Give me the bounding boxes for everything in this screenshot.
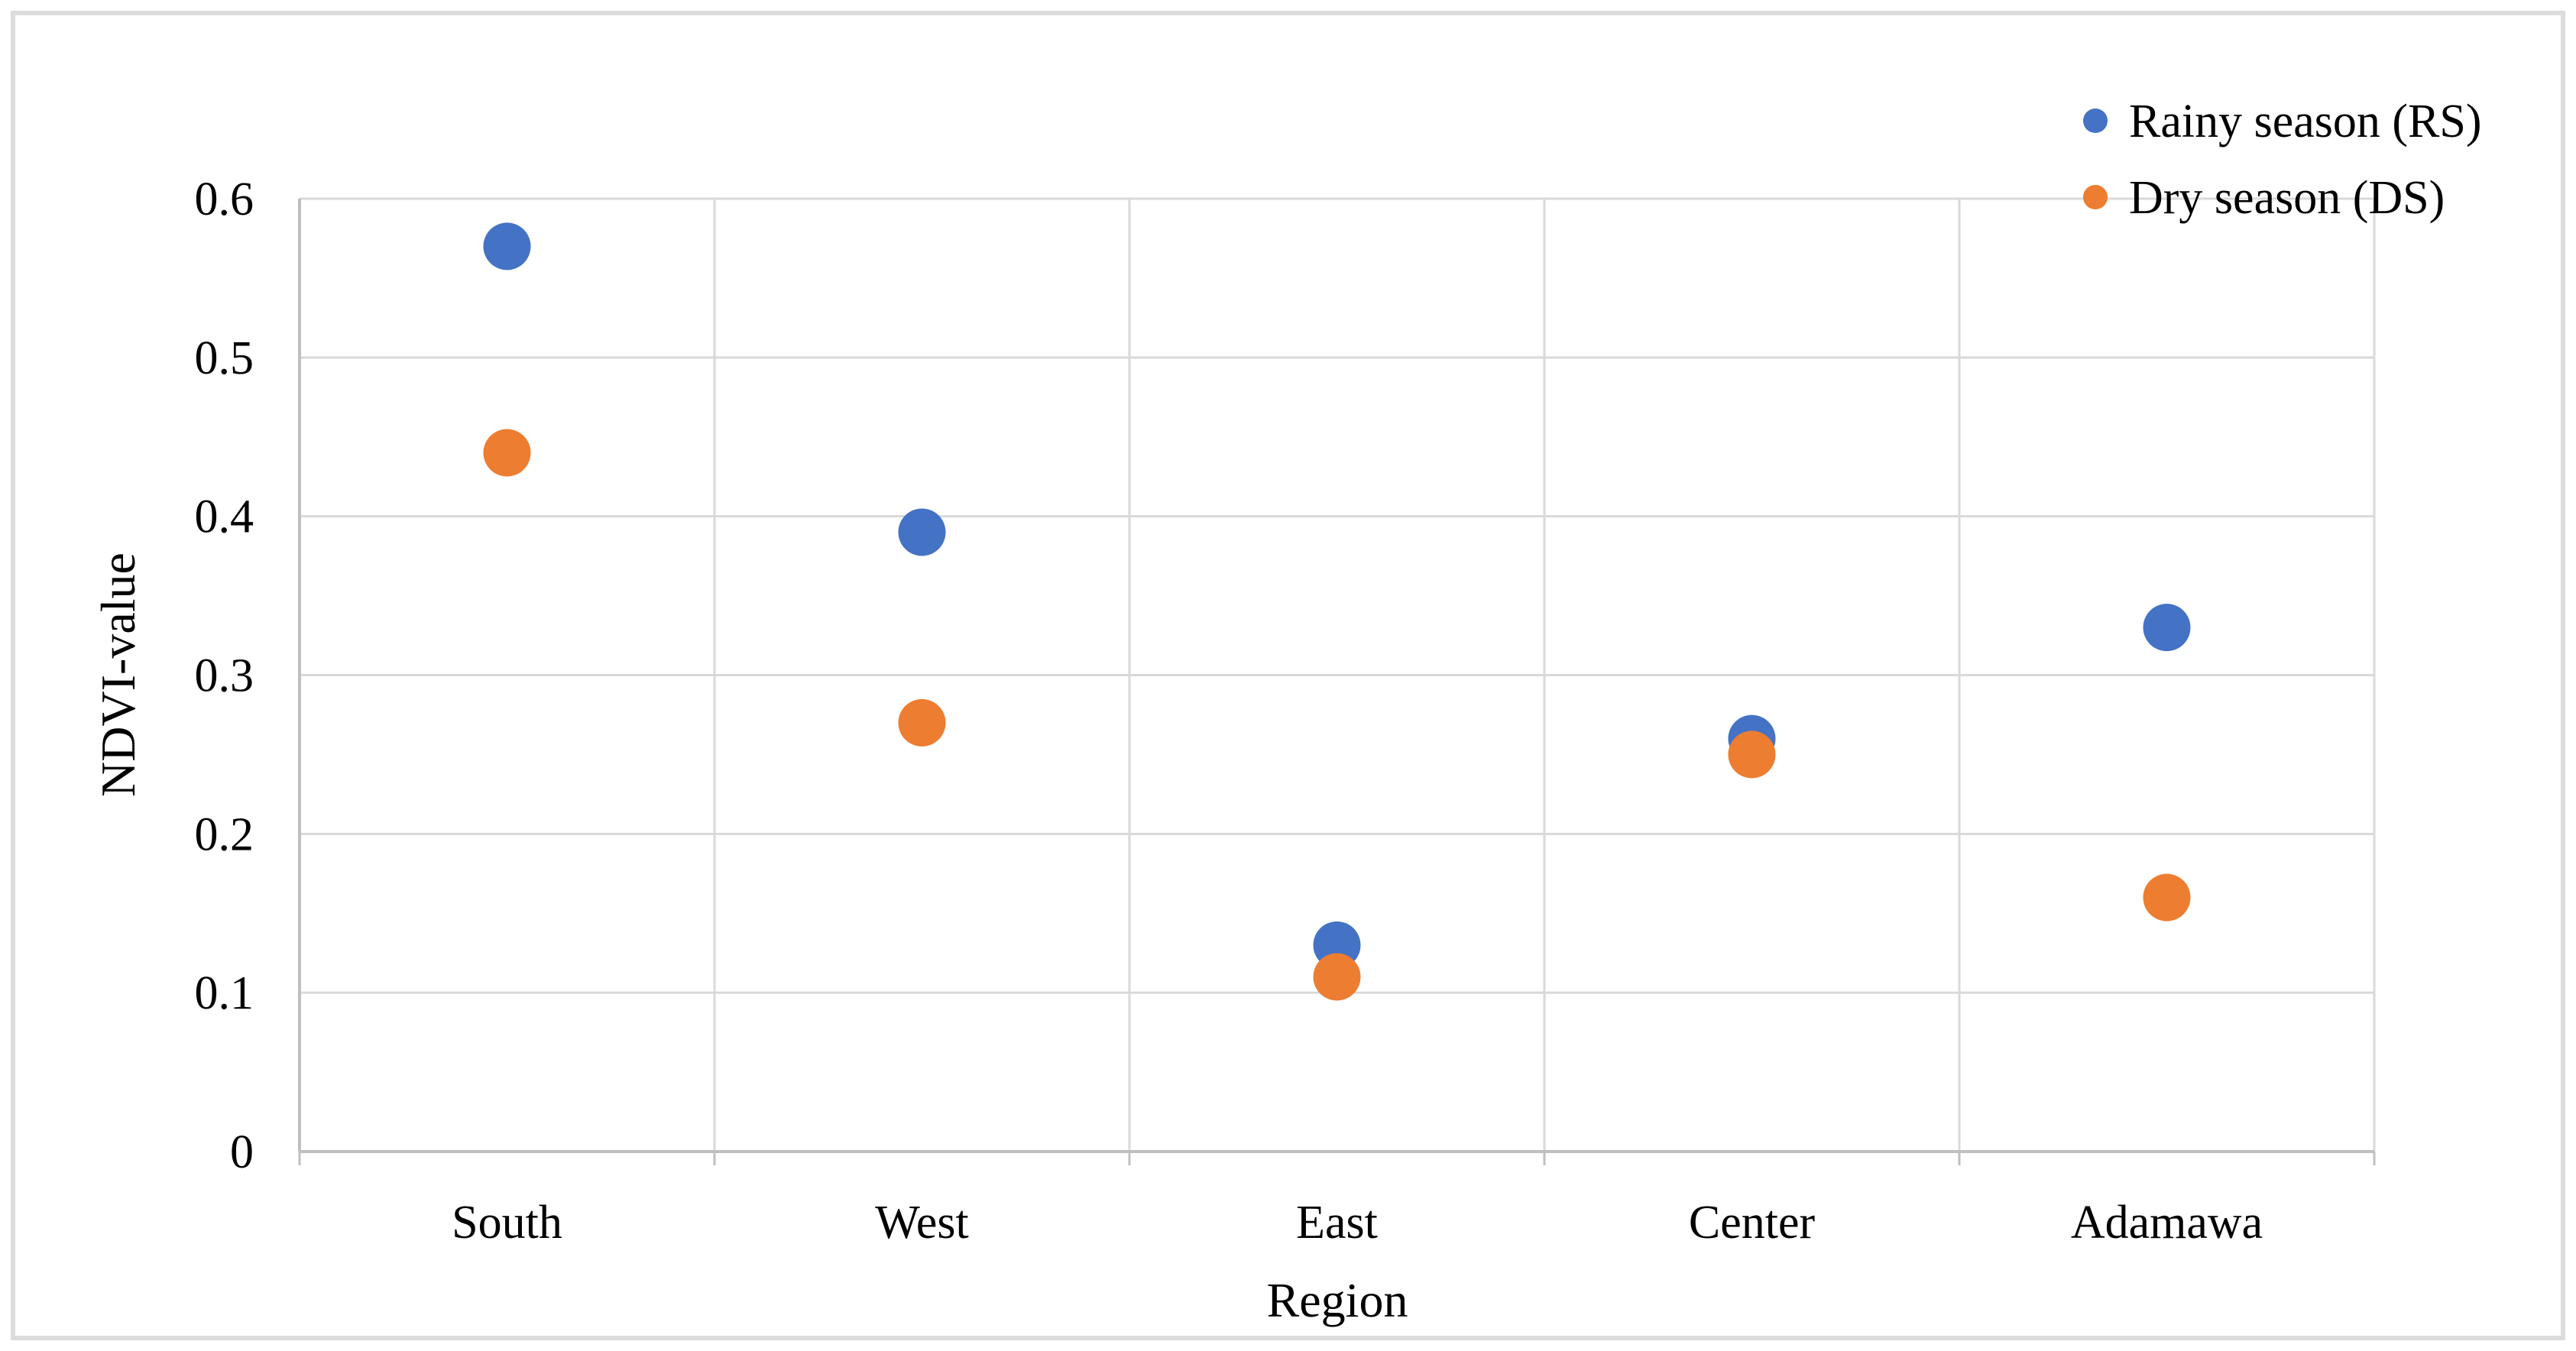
figure-border (11, 11, 2565, 1340)
data-point-rainy-season (483, 222, 531, 271)
x-category-label: Center (1689, 1197, 1816, 1249)
data-point-dry-season (1728, 731, 1776, 779)
y-tick-label: 0.3 (195, 650, 254, 702)
data-point-dry-season (1313, 953, 1361, 1001)
y-tick-label: 0.2 (195, 808, 254, 860)
legend-label-rainy-season: Rainy season (RS) (2129, 96, 2482, 147)
x-category-label: Adamawa (2071, 1197, 2263, 1249)
x-category-label: East (1296, 1197, 1378, 1249)
data-point-dry-season (2143, 873, 2191, 922)
data-point-dry-season (483, 429, 531, 477)
x-category-label: South (452, 1197, 562, 1249)
y-tick-label: 0.6 (195, 173, 254, 225)
x-category-label: West (875, 1197, 968, 1249)
x-axis-title: Region (1267, 1273, 1408, 1327)
axis-tick-marks (298, 1152, 2376, 1165)
data-point-rainy-season (898, 508, 946, 556)
y-tick-labels: 0 0.1 0.2 0.3 0.4 0.5 0.6 (195, 173, 254, 1178)
y-axis-title: NDVI-value (91, 552, 145, 797)
axis-lines (298, 199, 2374, 1153)
legend: Rainy season (RS) Dry season (DS) (2083, 96, 2482, 224)
data-point-dry-season (898, 698, 946, 747)
legend-marker-rainy-season-icon (2083, 109, 2108, 133)
x-category-labels: South West East Center Adamawa (452, 1197, 2263, 1249)
y-tick-label: 0.4 (195, 491, 254, 543)
legend-label-dry-season: Dry season (DS) (2129, 172, 2445, 224)
data-points (483, 222, 2191, 1001)
y-tick-label: 0.5 (195, 332, 254, 384)
y-tick-label: 0.1 (195, 967, 254, 1019)
data-point-rainy-season (2143, 604, 2191, 652)
legend-marker-dry-season-icon (2083, 185, 2108, 209)
gridlines (300, 197, 2376, 1152)
y-tick-label: 0 (230, 1126, 254, 1178)
